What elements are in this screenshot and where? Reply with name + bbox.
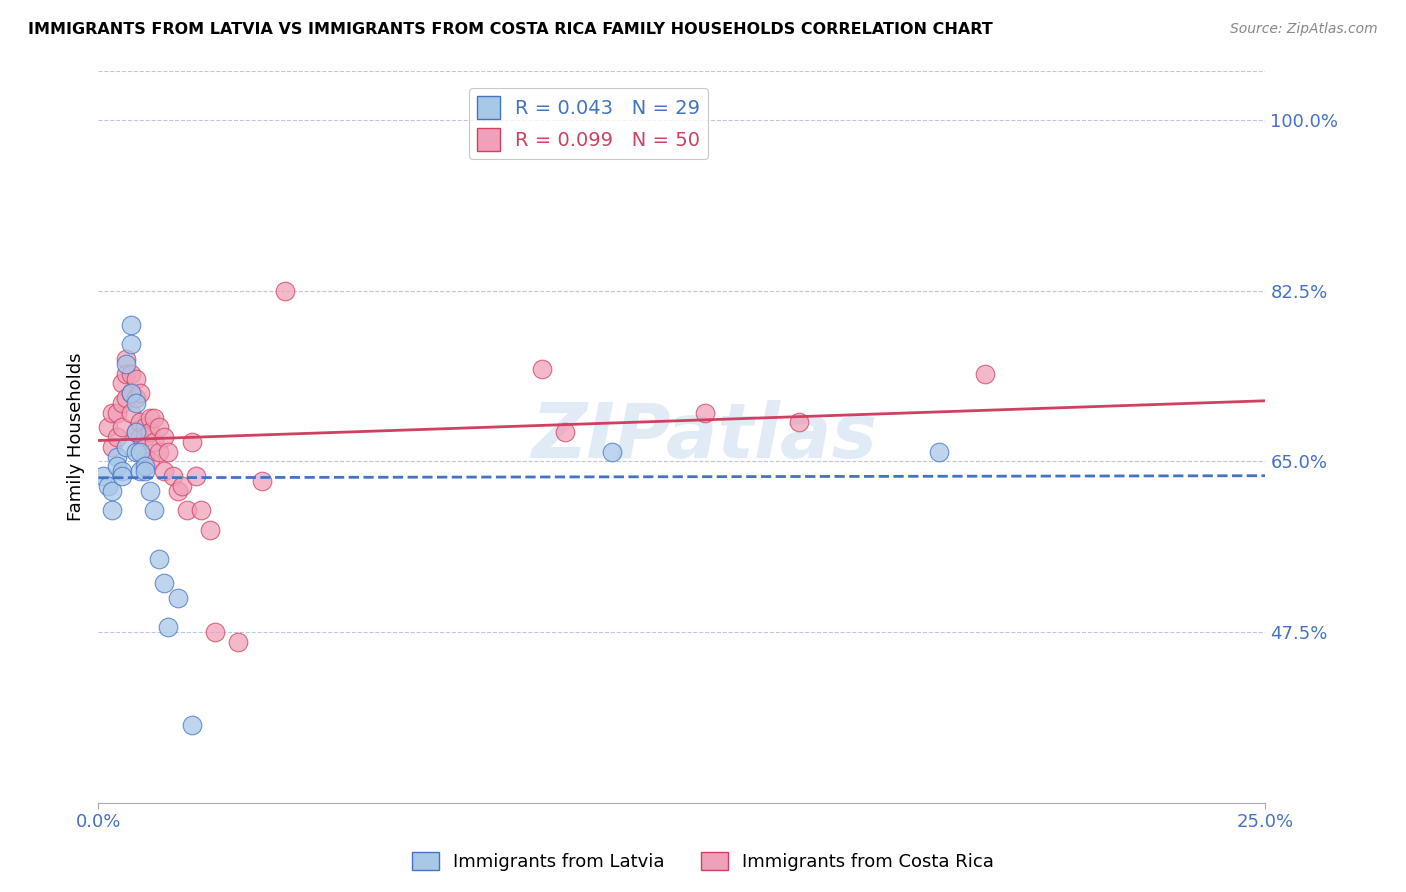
Point — [125, 391, 148, 405]
Point — [115, 367, 138, 381]
Point — [228, 635, 250, 649]
Point — [101, 483, 124, 498]
Point — [143, 503, 166, 517]
Point — [134, 430, 156, 444]
Point — [105, 450, 128, 464]
Point — [530, 361, 553, 376]
Point — [143, 434, 166, 449]
Point — [125, 444, 148, 458]
Point — [157, 444, 180, 458]
Point — [97, 479, 120, 493]
Point — [125, 425, 148, 440]
Point — [148, 444, 170, 458]
Point — [111, 469, 134, 483]
Legend: R = 0.043   N = 29, R = 0.099   N = 50: R = 0.043 N = 29, R = 0.099 N = 50 — [468, 88, 709, 159]
Point — [101, 406, 124, 420]
Point — [139, 425, 162, 440]
Point — [166, 591, 188, 605]
Point — [115, 357, 138, 371]
Point — [134, 420, 156, 434]
Point — [134, 459, 156, 474]
Point — [105, 430, 128, 444]
Point — [162, 469, 184, 483]
Point — [152, 464, 174, 478]
Point — [166, 483, 188, 498]
Point — [148, 420, 170, 434]
Point — [129, 444, 152, 458]
Point — [129, 464, 152, 478]
Text: Source: ZipAtlas.com: Source: ZipAtlas.com — [1230, 22, 1378, 37]
Point — [115, 391, 138, 405]
Point — [928, 444, 950, 458]
Point — [134, 450, 156, 464]
Point — [125, 371, 148, 385]
Point — [120, 386, 142, 401]
Legend: Immigrants from Latvia, Immigrants from Costa Rica: Immigrants from Latvia, Immigrants from … — [405, 845, 1001, 879]
Point — [204, 625, 226, 640]
Point — [152, 576, 174, 591]
Point — [120, 337, 142, 351]
Point — [125, 396, 148, 410]
Point — [190, 503, 212, 517]
Point — [139, 410, 162, 425]
Point — [115, 352, 138, 367]
Point — [111, 464, 134, 478]
Y-axis label: Family Households: Family Households — [66, 353, 84, 521]
Point — [115, 440, 138, 454]
Point — [101, 440, 124, 454]
Point — [787, 416, 810, 430]
Point — [101, 503, 124, 517]
Point — [157, 620, 180, 634]
Point — [97, 420, 120, 434]
Point — [125, 425, 148, 440]
Point — [695, 406, 717, 420]
Point — [250, 474, 273, 488]
Point — [176, 503, 198, 517]
Point — [148, 552, 170, 566]
Point — [134, 464, 156, 478]
Point — [180, 434, 202, 449]
Point — [105, 406, 128, 420]
Point — [120, 318, 142, 332]
Point — [120, 406, 142, 420]
Point — [129, 386, 152, 401]
Point — [105, 459, 128, 474]
Point — [111, 376, 134, 391]
Point — [172, 479, 194, 493]
Point — [186, 469, 208, 483]
Text: IMMIGRANTS FROM LATVIA VS IMMIGRANTS FROM COSTA RICA FAMILY HOUSEHOLDS CORRELATI: IMMIGRANTS FROM LATVIA VS IMMIGRANTS FRO… — [28, 22, 993, 37]
Point — [139, 483, 162, 498]
Point — [120, 367, 142, 381]
Point — [554, 425, 576, 440]
Point — [180, 718, 202, 732]
Point — [91, 469, 114, 483]
Point — [129, 430, 152, 444]
Point — [600, 444, 623, 458]
Point — [152, 430, 174, 444]
Point — [974, 367, 997, 381]
Point — [111, 396, 134, 410]
Point — [274, 284, 297, 298]
Point — [143, 410, 166, 425]
Text: ZIPatlas: ZIPatlas — [533, 401, 879, 474]
Point — [129, 416, 152, 430]
Point — [111, 420, 134, 434]
Point — [139, 454, 162, 468]
Point — [120, 386, 142, 401]
Point — [200, 523, 222, 537]
